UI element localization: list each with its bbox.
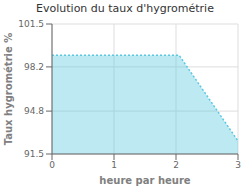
svg-text:101.5: 101.5: [18, 19, 44, 29]
html-text:Evolution du taux d'hygrométri: Evolution du taux d'hygrométrie: [36, 2, 214, 15]
svg-text:0: 0: [49, 160, 55, 170]
svg-text:heure par heure: heure par heure: [99, 175, 190, 186]
svg-text:94.8: 94.8: [24, 106, 44, 116]
svg-text:2: 2: [173, 160, 179, 170]
svg-text:98.2: 98.2: [24, 62, 44, 72]
svg-text:91.5: 91.5: [24, 149, 44, 159]
svg-text:1: 1: [111, 160, 117, 170]
svg-text:Taux hygrométrie %: Taux hygrométrie %: [8, 33, 14, 146]
svg-text:3: 3: [235, 160, 241, 170]
